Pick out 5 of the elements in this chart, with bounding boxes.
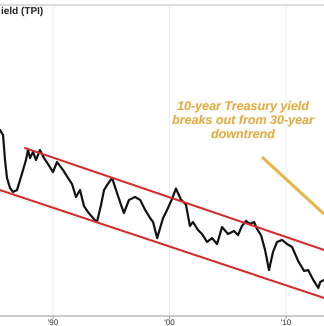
x-tick-label: '10 [280,318,292,326]
chart-title: ield (TPI) [1,6,44,17]
x-tick-label: '90 [48,318,59,326]
annotation: 10-year Treasury yield breaks out from 30-year downtrend [172,99,315,141]
x-tick-label: '00 [164,318,176,326]
